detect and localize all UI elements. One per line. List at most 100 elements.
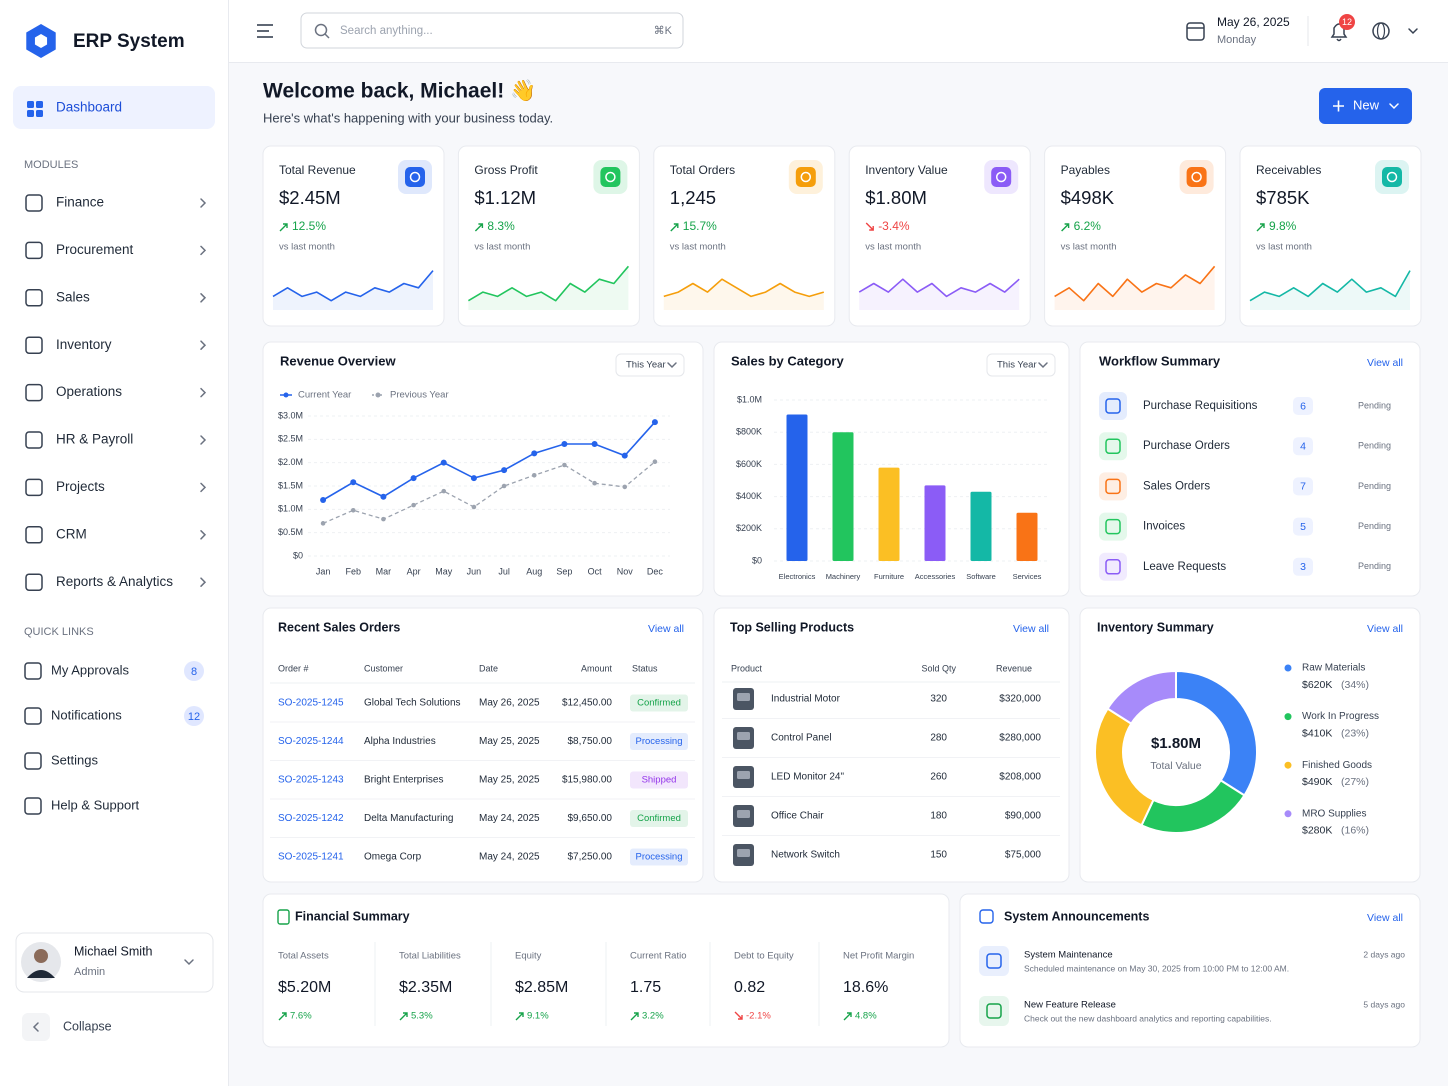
dropdown-label[interactable]: This Year (997, 360, 1037, 371)
column-header: Order # (278, 663, 309, 673)
dropdown-label[interactable]: This Year (626, 360, 666, 371)
announcement-title[interactable]: System Maintenance (1024, 950, 1113, 961)
nav-item[interactable]: Sales (56, 289, 90, 304)
chevron (1389, 103, 1399, 110)
avatar-body (27, 970, 55, 978)
card (457, 145, 640, 327)
status: Confirmed (637, 698, 681, 709)
sparkline (1054, 265, 1216, 302)
nav-item[interactable]: Finance (56, 195, 104, 210)
donut-segment (1175, 669, 1258, 797)
date: May 26, 2025 (1217, 15, 1290, 29)
nav-item[interactable]: Projects (56, 479, 105, 494)
card (1239, 145, 1422, 327)
x-tick-label: Sep (556, 566, 572, 576)
kpi-icon (405, 167, 425, 187)
kpi-icon (795, 167, 816, 187)
icon (1105, 478, 1121, 495)
quick-link[interactable]: Notifications (51, 707, 122, 722)
sold-qty: 320 (930, 694, 947, 705)
kpi-icon-glyph (1191, 171, 1202, 183)
workflow-status: Pending (1358, 521, 1391, 531)
view-all[interactable]: View all (1367, 912, 1403, 924)
point (410, 475, 417, 482)
view-all[interactable]: View all (1013, 623, 1049, 635)
cell-order[interactable]: SO-2025-1241 (278, 852, 344, 863)
item-icon-bg (1099, 472, 1127, 501)
kpi-label: Gross Profit (474, 163, 538, 177)
quick-link[interactable]: Help & Support (51, 797, 140, 812)
card-title: Inventory Summary (1097, 620, 1214, 634)
bar (786, 414, 808, 561)
point (440, 459, 447, 466)
kpi-note: vs last month (474, 242, 530, 253)
card (262, 145, 445, 327)
cell-order[interactable]: SO-2025-1244 (278, 736, 344, 747)
announcement-title[interactable]: New Feature Release (1024, 1000, 1116, 1011)
notification-count: 12 (1342, 17, 1352, 27)
cell-order[interactable]: SO-2025-1245 (278, 698, 344, 709)
workflow-status: Pending (1358, 441, 1391, 451)
announcement-time: 2 days ago (1363, 949, 1405, 959)
nav-item[interactable]: Procurement (56, 242, 134, 257)
card (713, 607, 1070, 883)
collapse[interactable]: Collapse (63, 1019, 112, 1033)
product-image-detail (737, 693, 750, 701)
workflow-count: 7 (1300, 481, 1306, 493)
chevron (1038, 362, 1048, 369)
card-title: Recent Sales Orders (278, 620, 400, 634)
trend-arrow (279, 223, 288, 232)
product-image-detail (737, 849, 750, 857)
badge (184, 706, 204, 726)
nav-item[interactable]: Inventory (56, 337, 112, 352)
nav-icon (36, 101, 43, 108)
legend-label: Raw Materials (1302, 663, 1365, 674)
legend-dot (1284, 761, 1292, 769)
nav-item[interactable]: Dashboard (56, 100, 122, 115)
workflow-label[interactable]: Purchase Requisitions (1143, 400, 1258, 412)
x-tick-label: Electronics (779, 572, 816, 581)
cell-customer: Delta Manufacturing (364, 813, 454, 824)
x-tick-label: Machinery (826, 572, 861, 581)
trend-arrow (474, 223, 484, 232)
cell-date: May 24, 2025 (479, 813, 540, 824)
quick-link[interactable]: Settings (51, 752, 98, 767)
product-image-detail (737, 810, 750, 818)
card (262, 341, 704, 597)
point (471, 504, 477, 510)
product-revenue: $320,000 (999, 694, 1041, 705)
kpi-note: vs last month (1256, 242, 1312, 253)
workflow-label[interactable]: Invoices (1143, 521, 1185, 533)
point (350, 479, 357, 486)
nav-item[interactable]: Reports & Analytics (56, 574, 173, 589)
workflow-label[interactable]: Leave Requests (1143, 561, 1226, 573)
search-input[interactable]: Search anything... (340, 25, 433, 37)
chevron (200, 482, 207, 493)
workflow-label[interactable]: Sales Orders (1143, 480, 1210, 492)
point (320, 497, 327, 503)
quick-link[interactable]: My Approvals (51, 662, 130, 677)
search-box (300, 12, 684, 49)
cell-order[interactable]: SO-2025-1242 (278, 813, 344, 824)
card-title: Sales by Category (731, 353, 844, 368)
nav-item[interactable]: Operations (56, 384, 122, 399)
icon (25, 526, 43, 544)
new-button-label[interactable]: New (1353, 97, 1380, 112)
chevron (200, 198, 207, 208)
card (653, 145, 836, 327)
logo-inner (34, 34, 48, 48)
nav-item[interactable]: HR & Payroll (56, 432, 133, 447)
cell-order[interactable]: SO-2025-1243 (278, 775, 344, 786)
view-all[interactable]: View all (1367, 357, 1403, 369)
view-all[interactable]: View all (648, 623, 684, 635)
count-badge (1293, 517, 1313, 536)
column-header: Date (479, 663, 498, 673)
announcement-time: 5 days ago (1363, 999, 1405, 1009)
product-name: Network Switch (771, 850, 840, 861)
y-tick-label: $1.5M (278, 480, 303, 490)
workflow-label[interactable]: Purchase Orders (1143, 440, 1230, 452)
view-all[interactable]: View all (1367, 623, 1403, 635)
nav-item[interactable]: CRM (56, 526, 87, 541)
product-name: Office Chair (771, 811, 824, 822)
cell-amount: $7,250.00 (568, 852, 613, 863)
